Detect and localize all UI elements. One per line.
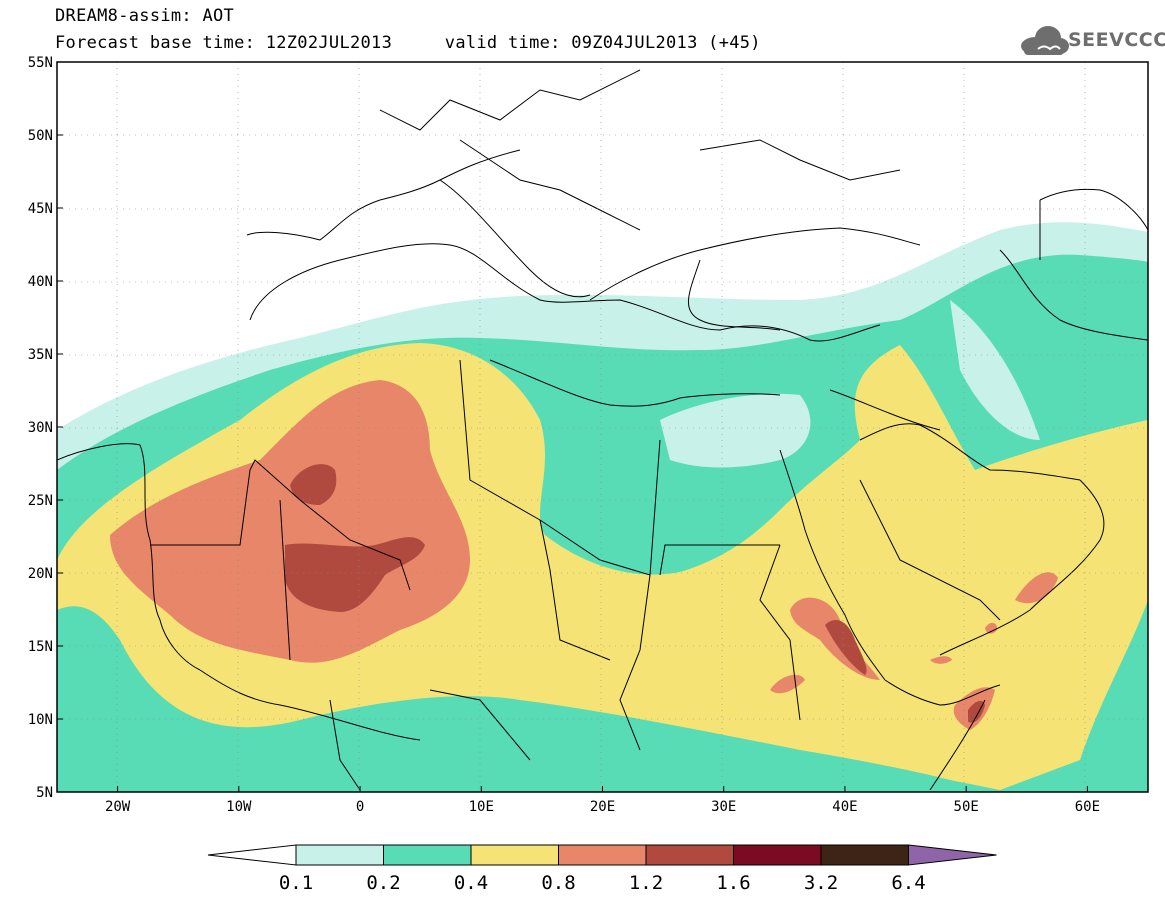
lat-tick-label: 5N: [36, 785, 53, 801]
logo-text: SEEVCCC: [1068, 29, 1165, 51]
lat-tick-label: 50N: [28, 128, 53, 144]
lat-tick-label: 15N: [28, 639, 53, 655]
coastlines: [57, 69, 1148, 791]
colorbar-swatch: [470, 844, 559, 866]
lat-tick-label: 25N: [28, 493, 53, 509]
forecast-time-line: Forecast base time: 12Z02JUL2013 valid t…: [55, 33, 761, 53]
colorbar-swatch: [645, 844, 734, 866]
colorbar-label: 0.1: [278, 872, 314, 894]
aot-patch-yemen: [930, 656, 952, 664]
lon-tick-label: 30E: [711, 799, 736, 815]
aot-band-1.2-eritrea: [825, 620, 867, 675]
map-title: DREAM8-assim: AOT: [55, 6, 235, 26]
lon-tick-label: 10W: [226, 799, 252, 815]
lon-tick-label: 40E: [832, 799, 857, 815]
colorbar-label: 0.4: [453, 872, 489, 894]
aot-fields: [57, 62, 1148, 792]
lat-tick-label: 45N: [28, 201, 53, 217]
colorbar-label: 1.6: [716, 872, 751, 894]
lon-tick-label: 20W: [105, 799, 131, 815]
colorbar-swatch: [383, 844, 472, 866]
seevccc-logo: [1021, 26, 1069, 55]
lat-tick-label: 55N: [28, 55, 53, 71]
colorbar-max-arrow: [908, 844, 997, 866]
lon-tick-label: 20E: [590, 799, 615, 815]
aot-patch-yemen2: [985, 622, 998, 634]
aot-band-1.2-algeria: [290, 464, 337, 505]
lat-tick-label: 20N: [28, 566, 53, 582]
colorbar-label: 0.8: [541, 872, 576, 894]
lat-tick-label: 35N: [28, 347, 53, 363]
lat-tick-label: 10N: [28, 712, 53, 728]
lon-tick-label: 0: [356, 799, 364, 815]
lat-tick-label: 30N: [28, 420, 53, 436]
aot-patch-egypt: [660, 393, 811, 468]
aot-patch-oman: [1015, 572, 1058, 604]
aot-patch-ethiopia: [770, 674, 805, 694]
colorbar-label: 0.2: [366, 872, 401, 894]
axis-ticks: 55N 50N 45N 40N 35N 30N 25N 20N 15N 10N 5N 20W 10W 0 1…: [28, 55, 1100, 815]
colorbar-swatch: [558, 844, 647, 866]
lon-tick-label: 60E: [1075, 799, 1100, 815]
lat-tick-label: 40N: [28, 274, 53, 290]
colorbar-swatch: [820, 844, 909, 866]
cloud-icon: [1021, 26, 1069, 55]
colorbar-swatch: [295, 844, 384, 866]
colorbar-label: 6.4: [891, 872, 926, 894]
lon-tick-label: 10E: [469, 799, 494, 815]
aot-band-1.2-somalia: [968, 700, 985, 723]
lon-tick-label: 50E: [954, 799, 979, 815]
colorbar-label: 1.2: [628, 872, 664, 894]
colorbar-label: 3.2: [803, 872, 839, 894]
aot-patch-caspian: [950, 300, 1040, 440]
colorbar-swatch: [733, 844, 822, 866]
aot-band-0.8: [110, 380, 470, 663]
colorbar-min-arrow: [207, 844, 297, 866]
